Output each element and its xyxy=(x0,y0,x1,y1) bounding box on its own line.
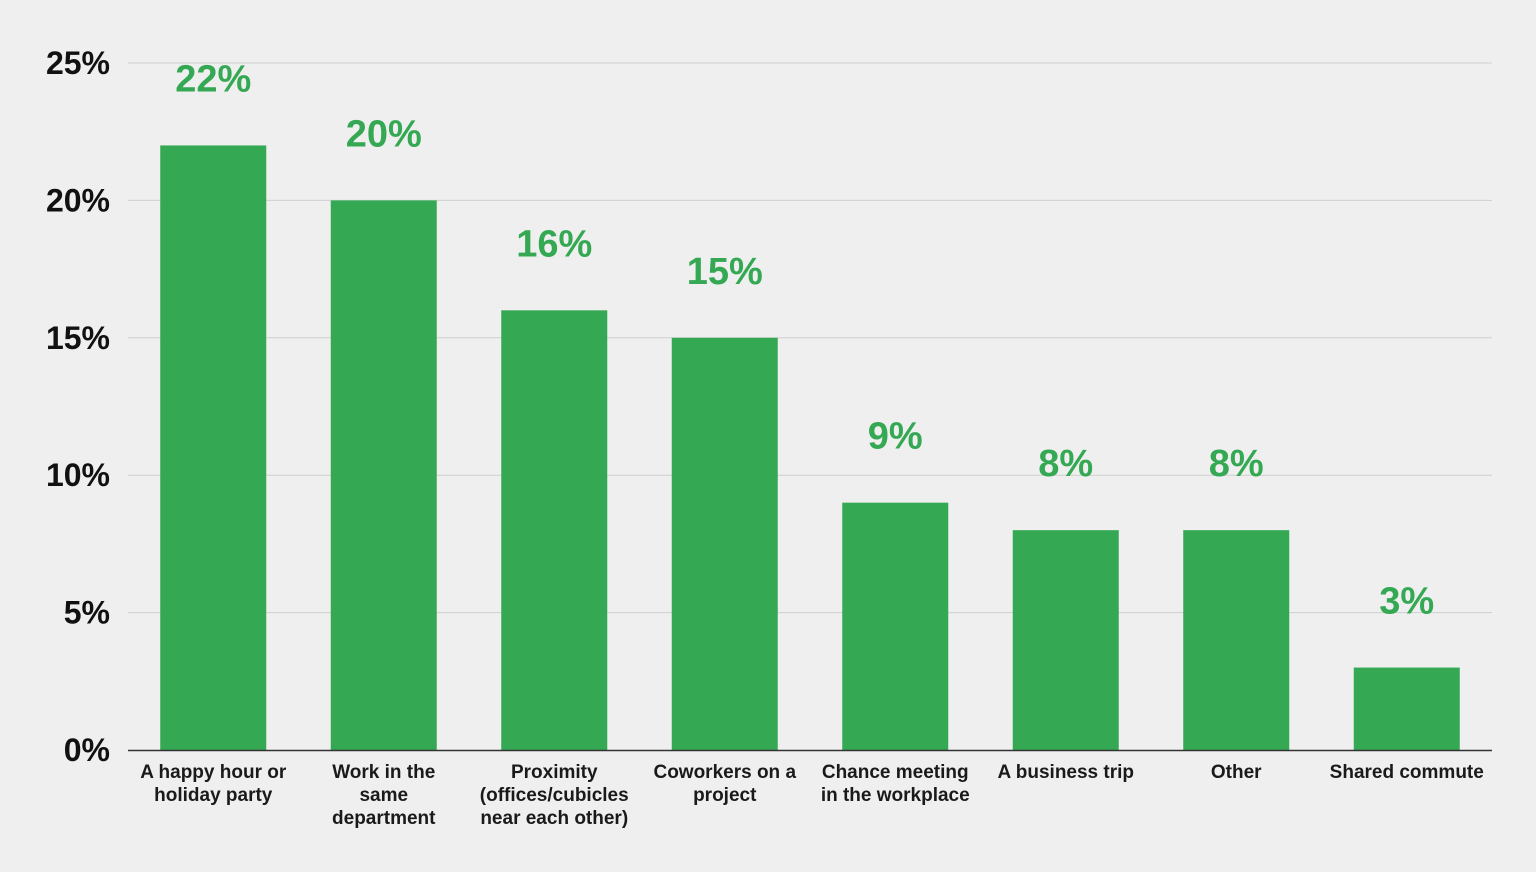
bar xyxy=(1353,667,1460,750)
x-tick-label-line: Other xyxy=(1211,762,1262,783)
x-tick-label-line: A business trip xyxy=(997,762,1134,783)
bar xyxy=(842,502,949,750)
data-label: 9% xyxy=(868,416,923,458)
x-tick-label-line: in the workplace xyxy=(821,785,970,806)
data-label: 15% xyxy=(687,251,763,293)
y-axis-ticks: 0% 5% 10% 15% 20% 25% xyxy=(46,45,110,768)
data-label: 8% xyxy=(1038,443,1093,485)
x-tick-label: Chance meeting in the workplace xyxy=(821,762,970,806)
y-tick-label: 0% xyxy=(64,732,110,768)
data-labels: 22% 20% 16% 15% 9% 8% 8% 3% xyxy=(175,58,1434,622)
x-tick-label-line: Shared commute xyxy=(1330,762,1484,783)
bars xyxy=(160,145,1460,750)
x-tick-label: Other xyxy=(1211,762,1262,783)
x-tick-label-line: Coworkers on a xyxy=(653,762,796,783)
bar xyxy=(1012,530,1119,750)
x-tick-label-line: department xyxy=(332,808,436,829)
data-label: 20% xyxy=(346,113,422,155)
x-tick-label-line: Proximity xyxy=(511,762,598,783)
x-tick-label-line: (offices/cubicles xyxy=(480,785,629,806)
y-tick-label: 5% xyxy=(64,595,110,631)
x-tick-label-line: near each other) xyxy=(480,808,628,829)
x-tick-label-line: same xyxy=(359,785,408,806)
data-label: 3% xyxy=(1379,581,1434,623)
y-tick-label: 25% xyxy=(46,45,110,81)
data-label: 8% xyxy=(1209,443,1264,485)
x-tick-label: A business trip xyxy=(997,762,1134,783)
x-tick-label-line: A happy hour or xyxy=(140,762,287,783)
x-tick-label-line: holiday party xyxy=(154,785,273,806)
x-tick-label: Shared commute xyxy=(1330,762,1484,783)
data-label: 22% xyxy=(175,58,251,100)
x-axis-ticks: A happy hour or holiday party Work in the s… xyxy=(140,762,1484,829)
x-tick-label: Coworkers on a project xyxy=(653,762,796,806)
x-tick-label-line: project xyxy=(693,785,757,806)
x-tick-label-line: Chance meeting xyxy=(822,762,969,783)
bar xyxy=(160,145,267,750)
x-tick-label-line: Work in the xyxy=(332,762,435,783)
y-tick-label: 20% xyxy=(46,182,110,218)
bar xyxy=(1183,530,1290,750)
bar xyxy=(671,337,778,750)
x-tick-label: Work in the same department xyxy=(332,762,436,829)
x-tick-label: A happy hour or holiday party xyxy=(140,762,287,806)
x-tick-label: Proximity (offices/cubicles near each othe… xyxy=(480,762,629,829)
y-tick-label: 10% xyxy=(46,457,110,493)
y-tick-label: 15% xyxy=(46,320,110,356)
data-label: 16% xyxy=(516,223,592,265)
bar xyxy=(330,200,437,750)
bar xyxy=(501,310,608,750)
